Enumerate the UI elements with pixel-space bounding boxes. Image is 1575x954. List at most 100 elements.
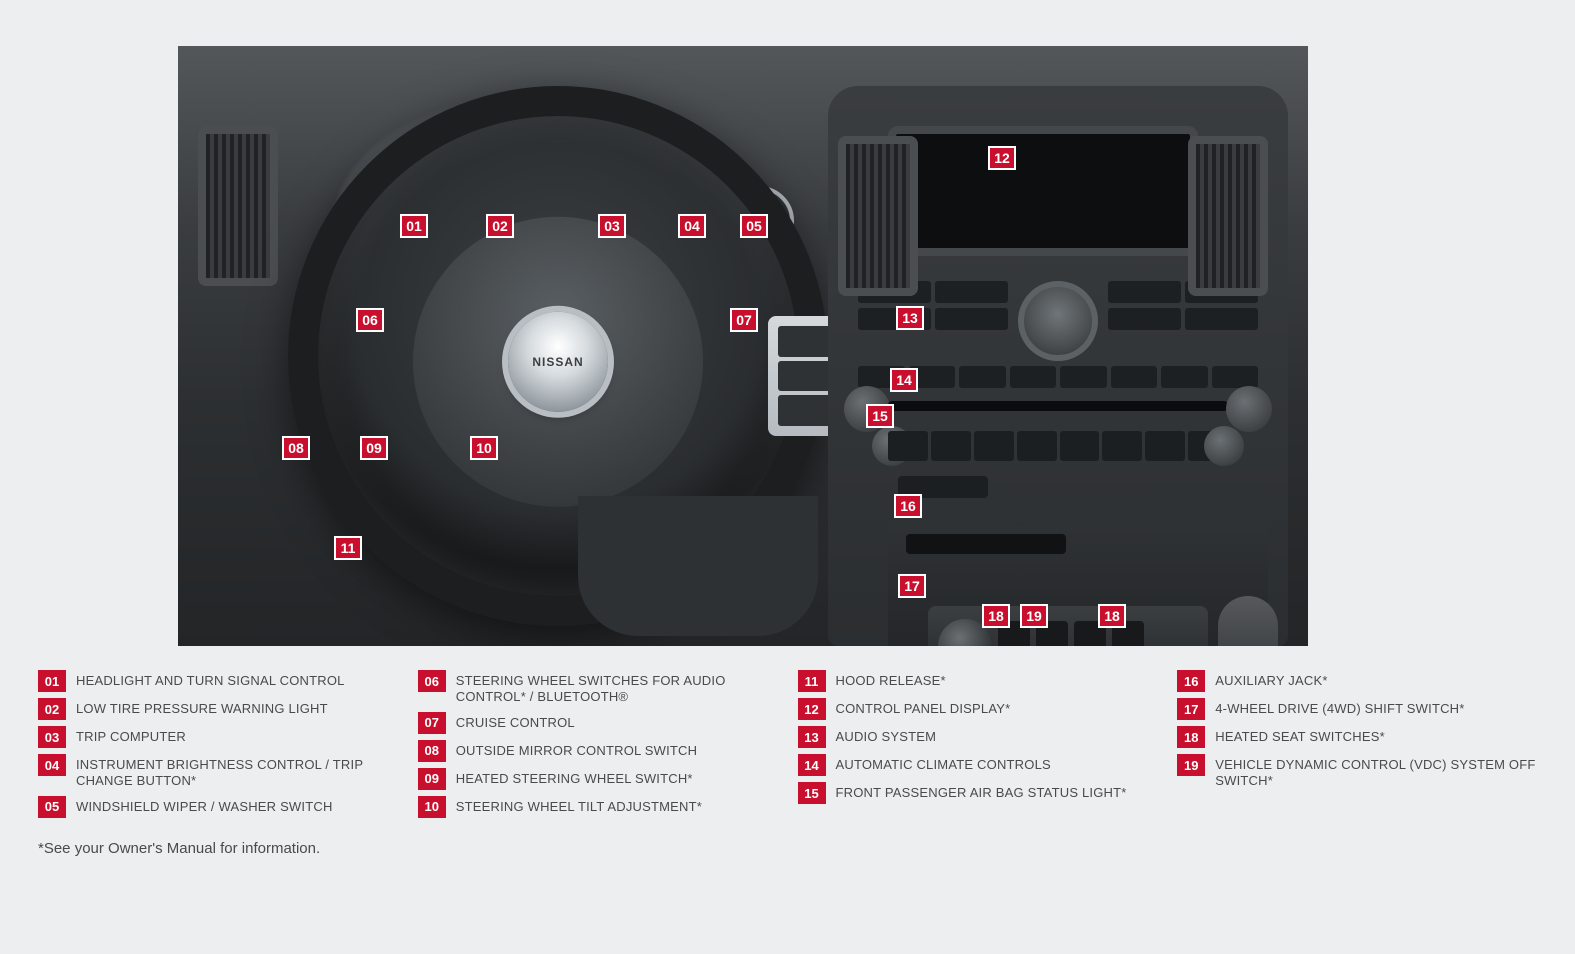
callout-08: 08 <box>282 436 310 460</box>
air-vent-driver <box>198 126 278 286</box>
callout-19: 19 <box>1020 604 1048 628</box>
legend-num: 05 <box>38 796 66 818</box>
legend-label: OUTSIDE MIRROR CONTROL SWITCH <box>456 740 697 759</box>
legend-label: 4-WHEEL DRIVE (4WD) SHIFT SWITCH* <box>1215 698 1464 717</box>
legend-label: FRONT PASSENGER AIR BAG STATUS LIGHT* <box>836 782 1127 801</box>
legend-num: 14 <box>798 754 826 776</box>
legend-item-03: 03 TRIP COMPUTER <box>38 726 398 748</box>
legend-column: 01 HEADLIGHT AND TURN SIGNAL CONTROL 02 LOW… <box>38 670 398 818</box>
legend-item-19: 19 VEHICLE DYNAMIC CONTROL (VDC) SYSTEM O… <box>1177 754 1537 790</box>
legend-item-01: 01 HEADLIGHT AND TURN SIGNAL CONTROL <box>38 670 398 692</box>
legend-num: 10 <box>418 796 446 818</box>
legend-column: 16 AUXILIARY JACK* 17 4-WHEEL DRIVE (4WD) S… <box>1177 670 1537 818</box>
legend-label: WINDSHIELD WIPER / WASHER SWITCH <box>76 796 333 815</box>
legend-item-09: 09 HEATED STEERING WHEEL SWITCH* <box>418 768 778 790</box>
callout-16: 16 <box>894 494 922 518</box>
legend-num: 09 <box>418 768 446 790</box>
callout-05: 05 <box>740 214 768 238</box>
legend-num: 17 <box>1177 698 1205 720</box>
legend-num: 11 <box>798 670 826 692</box>
tune-knob <box>1226 386 1272 432</box>
nav-dial <box>1018 281 1098 361</box>
brand-badge: NISSAN <box>508 312 608 412</box>
callout-03: 03 <box>598 214 626 238</box>
callout-07: 07 <box>730 308 758 332</box>
legend-label: AUTOMATIC CLIMATE CONTROLS <box>836 754 1051 773</box>
callout-12: 12 <box>988 146 1016 170</box>
steering-wheel: NISSAN <box>288 86 828 626</box>
legend-label: HEATED SEAT SWITCHES* <box>1215 726 1385 745</box>
nav-buttons-left-2 <box>858 308 1008 330</box>
callout-04: 04 <box>678 214 706 238</box>
legend-label: CONTROL PANEL DISPLAY* <box>836 698 1011 717</box>
steering-wheel-lower-spoke <box>578 496 818 636</box>
aux-jack-panel <box>906 534 1066 554</box>
legend-label: VEHICLE DYNAMIC CONTROL (VDC) SYSTEM OFF… <box>1215 754 1537 790</box>
legend-item-07: 07 CRUISE CONTROL <box>418 712 778 734</box>
callout-14: 14 <box>890 368 918 392</box>
legend-item-12: 12 CONTROL PANEL DISPLAY* <box>798 698 1158 720</box>
legend-label: STEERING WHEEL TILT ADJUSTMENT* <box>456 796 702 815</box>
callout-06: 06 <box>356 308 384 332</box>
legend-column: 11HOOD RELEASE*12CONTROL PANEL DISPLAY*1… <box>798 670 1158 818</box>
legend-item-11: 11 HOOD RELEASE* <box>798 670 1158 692</box>
legend: 01 HEADLIGHT AND TURN SIGNAL CONTROL 02 LOW… <box>38 670 1537 818</box>
legend-label: HEADLIGHT AND TURN SIGNAL CONTROL <box>76 670 345 689</box>
legend-label: LOW TIRE PRESSURE WARNING LIGHT <box>76 698 328 717</box>
nav-display <box>888 126 1198 256</box>
legend-column: 06 STEERING WHEEL SWITCHES FOR AUDIO CONT… <box>418 670 778 818</box>
legend-num: 03 <box>38 726 66 748</box>
air-vent-center-right <box>1188 136 1268 296</box>
legend-num: 12 <box>798 698 826 720</box>
steering-wheel-hub: NISSAN <box>413 217 703 507</box>
legend-label: AUXILIARY JACK* <box>1215 670 1327 689</box>
callout-15: 15 <box>866 404 894 428</box>
callout-18: 18 <box>1098 604 1126 628</box>
air-vent-center-left <box>838 136 918 296</box>
callout-17: 17 <box>898 574 926 598</box>
footnote: *See your Owner's Manual for information… <box>38 840 320 857</box>
callout-09: 09 <box>360 436 388 460</box>
lower-console <box>888 526 1268 646</box>
legend-num: 08 <box>418 740 446 762</box>
dashboard-diagram: NISSAN <box>178 46 1308 646</box>
legend-num: 01 <box>38 670 66 692</box>
legend-label: HEATED STEERING WHEEL SWITCH* <box>456 768 693 787</box>
legend-item-14: 14 AUTOMATIC CLIMATE CONTROLS <box>798 754 1158 776</box>
callout-13: 13 <box>896 306 924 330</box>
legend-label: INSTRUMENT BRIGHTNESS CONTROL / TRIP CHA… <box>76 754 398 790</box>
hvac-temp-knob-right <box>1204 426 1244 466</box>
legend-num: 06 <box>418 670 446 692</box>
legend-item-06: 06 STEERING WHEEL SWITCHES FOR AUDIO CONT… <box>418 670 778 706</box>
legend-item-10: 10 STEERING WHEEL TILT ADJUSTMENT* <box>418 796 778 818</box>
callout-18: 18 <box>982 604 1010 628</box>
legend-num: 07 <box>418 712 446 734</box>
legend-item-17: 17 4-WHEEL DRIVE (4WD) SHIFT SWITCH* <box>1177 698 1537 720</box>
legend-item-08: 08 OUTSIDE MIRROR CONTROL SWITCH <box>418 740 778 762</box>
legend-label: STEERING WHEEL SWITCHES FOR AUDIO CONTRO… <box>456 670 778 706</box>
cd-slot <box>888 401 1228 411</box>
legend-num: 04 <box>38 754 66 776</box>
legend-num: 02 <box>38 698 66 720</box>
legend-num: 18 <box>1177 726 1205 748</box>
radio-presets <box>858 366 1258 388</box>
legend-num: 19 <box>1177 754 1205 776</box>
legend-item-15: 15FRONT PASSENGER AIR BAG STATUS LIGHT* <box>798 782 1158 804</box>
legend-item-13: 13 AUDIO SYSTEM <box>798 726 1158 748</box>
legend-label: AUDIO SYSTEM <box>836 726 937 745</box>
nav-buttons-right-2 <box>1108 308 1258 330</box>
legend-item-04: 04 INSTRUMENT BRIGHTNESS CONTROL / TRIP C… <box>38 754 398 790</box>
legend-item-05: 05 WINDSHIELD WIPER / WASHER SWITCH <box>38 796 398 818</box>
callout-11: 11 <box>334 536 362 560</box>
legend-label: CRUISE CONTROL <box>456 712 575 731</box>
legend-label: TRIP COMPUTER <box>76 726 186 745</box>
legend-num: 13 <box>798 726 826 748</box>
hvac-buttons <box>888 431 1228 461</box>
legend-item-16: 16 AUXILIARY JACK* <box>1177 670 1537 692</box>
callout-10: 10 <box>470 436 498 460</box>
callout-01: 01 <box>400 214 428 238</box>
legend-num: 16 <box>1177 670 1205 692</box>
legend-label: HOOD RELEASE* <box>836 670 946 689</box>
legend-item-18: 18 HEATED SEAT SWITCHES* <box>1177 726 1537 748</box>
legend-item-02: 02 LOW TIRE PRESSURE WARNING LIGHT <box>38 698 398 720</box>
